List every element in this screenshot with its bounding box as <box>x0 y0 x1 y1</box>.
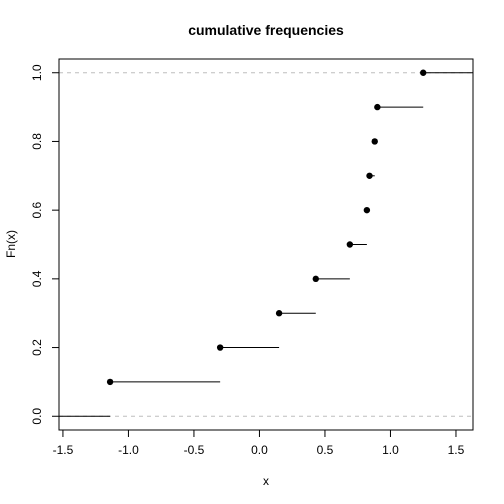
x-tick-label-6: 1.5 <box>448 443 465 457</box>
y-tick-label-0: 0.0 <box>30 408 44 425</box>
chart-title: cumulative frequencies <box>188 22 344 38</box>
step-point-9 <box>420 69 427 76</box>
step-points <box>106 69 427 386</box>
step-point-0 <box>106 378 114 386</box>
step-point-7 <box>371 138 378 145</box>
x-axis-label: x <box>263 474 269 488</box>
reference-lines <box>59 72 473 417</box>
y-tick-label-1: 0.2 <box>30 339 44 356</box>
x-tick-label-4: 0.5 <box>317 443 334 457</box>
y-axis-label: Fn(x) <box>4 230 18 258</box>
step-point-6 <box>366 172 373 179</box>
step-point-5 <box>363 206 371 214</box>
y-axis: 0.0 0.2 0.4 0.6 0.8 1.0 <box>30 64 60 425</box>
step-point-1 <box>216 344 224 351</box>
step-point-3 <box>312 275 319 283</box>
x-axis: -1.5 -1.0 -0.5 0.0 0.5 1.0 1.5 <box>53 429 465 457</box>
step-point-4 <box>346 241 354 248</box>
x-tick-label-5: 1.0 <box>382 443 399 457</box>
y-tick-label-4: 0.8 <box>30 133 44 150</box>
x-tick-label-2: -0.5 <box>184 443 205 457</box>
plot-frame <box>58 58 474 431</box>
y-tick-label-2: 0.4 <box>30 270 44 287</box>
x-tick-label-0: -1.5 <box>53 443 74 457</box>
y-tick-label-3: 0.6 <box>30 201 44 218</box>
step-point-8 <box>374 103 381 111</box>
step-segments <box>59 72 473 417</box>
step-point-2 <box>275 310 283 317</box>
x-tick-label-3: 0.0 <box>251 443 268 457</box>
y-tick-label-5: 1.0 <box>30 64 44 81</box>
x-tick-label-1: -1.0 <box>118 443 139 457</box>
